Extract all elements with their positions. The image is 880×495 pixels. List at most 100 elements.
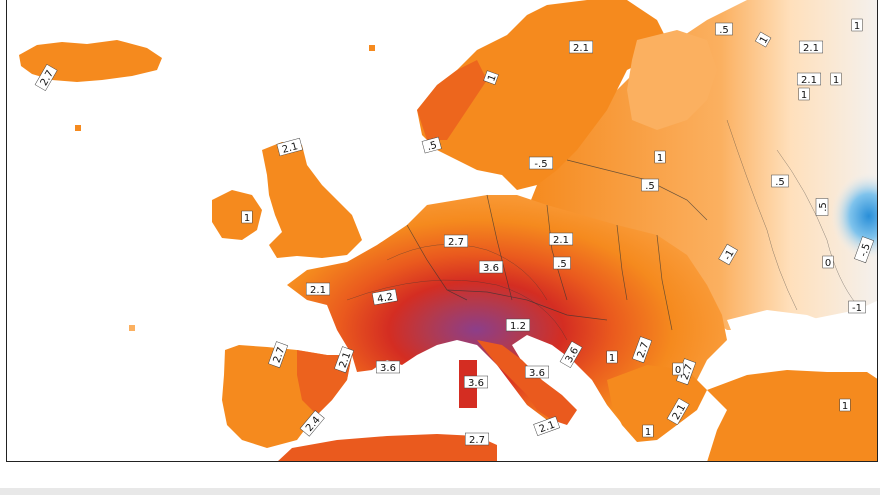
contour-label: 1 (830, 72, 842, 86)
contour-label: -.5 (854, 236, 875, 264)
contour-label: 2.7 (268, 341, 289, 369)
contour-label: 0 (822, 255, 834, 269)
contour-label: -.5 (529, 156, 553, 170)
grid-cell (369, 45, 375, 51)
svg-text:2.7: 2.7 (272, 346, 288, 365)
svg-text:3.6: 3.6 (380, 363, 396, 374)
finland-land (627, 30, 717, 130)
contour-label: 2.7 (676, 358, 697, 386)
italy-land (477, 340, 577, 425)
contour-label: 1 (754, 31, 772, 48)
svg-text:1: 1 (758, 35, 771, 46)
map-canvas: 2.7 2.1 1 .5 1 2.1 1 2.1 1 1 1 .5 .5 .5 0 -.5 -1 -1 .5 -.5 2… (19, 0, 877, 461)
svg-text:2.1: 2.1 (281, 141, 299, 156)
cold-anomaly-zone (707, 120, 877, 320)
contour-label: 2.1 (306, 282, 330, 296)
contour-label: 1 (798, 87, 810, 101)
anatolia-land (707, 370, 877, 461)
svg-text:4.2: 4.2 (376, 292, 394, 306)
svg-text:-.5: -.5 (858, 242, 873, 258)
svg-text:2.1: 2.1 (801, 75, 817, 86)
contour-label: 1 (642, 424, 654, 438)
svg-text:.5: .5 (426, 140, 438, 153)
svg-text:.5: .5 (719, 25, 729, 36)
contour-label: 2.1 (549, 232, 573, 246)
black-sea (727, 310, 867, 368)
svg-text:2.1: 2.1 (338, 351, 354, 370)
scandinavia-west-coast-heat (417, 60, 487, 140)
contour-label: -1 (848, 300, 866, 314)
contour-label: .5 (815, 198, 829, 216)
svg-text:1: 1 (801, 90, 807, 101)
contour-label: 2.1 (334, 346, 355, 374)
svg-text:1: 1 (645, 427, 651, 438)
contour-label: .5 (641, 178, 659, 192)
svg-text:.5: .5 (775, 177, 785, 188)
country-borders (406, 159, 708, 331)
svg-text:1: 1 (486, 73, 499, 83)
contour-label: 3.6 (464, 375, 488, 389)
svg-text:1: 1 (854, 21, 860, 32)
contour-label: 2.7 (632, 336, 653, 364)
bottom-strip (0, 488, 880, 495)
contour-label: 1 (606, 350, 618, 364)
contour-label: 1 (839, 398, 851, 412)
contour-label: 1 (241, 210, 253, 224)
contour-label: 1 (851, 18, 863, 32)
contour-label: 2.1 (276, 137, 303, 157)
contour-label: 2.1 (533, 416, 561, 437)
svg-text:2.1: 2.1 (310, 285, 326, 296)
contour-label: 2.1 (797, 72, 821, 86)
contour-label: .5 (715, 22, 733, 36)
contour-label: 3.6 (376, 360, 400, 374)
svg-text:.5: .5 (818, 202, 829, 212)
contour-label: .5 (421, 136, 442, 154)
svg-text:0: 0 (825, 258, 831, 269)
svg-text:2.1: 2.1 (553, 235, 569, 246)
contour-label: 1 (654, 150, 666, 164)
svg-text:2.7: 2.7 (448, 237, 464, 248)
scandinavia-land (417, 0, 667, 190)
svg-text:2.7: 2.7 (469, 435, 485, 446)
grid-cell (129, 325, 135, 331)
svg-text:-.5: -.5 (534, 159, 547, 170)
svg-text:3.6: 3.6 (483, 263, 499, 274)
balkans-land (607, 365, 707, 442)
contour-label: 2.1 (569, 40, 593, 54)
svg-text:-1: -1 (852, 303, 862, 314)
contour-label: 2.1 (799, 40, 823, 54)
ireland-land (212, 190, 262, 240)
contour-label: 2.7 (465, 432, 489, 446)
contour-label: .5 (771, 174, 789, 188)
contour-label: 3.6 (479, 260, 503, 274)
north-africa-land (278, 434, 497, 461)
contour-label: 3.6 (525, 365, 549, 379)
svg-text:0: 0 (675, 365, 681, 376)
svg-text:1.2: 1.2 (510, 321, 526, 332)
contour-labels: 2.7 2.1 1 .5 1 2.1 1 2.1 1 1 1 .5 .5 .5 0 -.5 -1 -1 .5 -.5 2… (34, 18, 875, 446)
contour-label: 0 (672, 362, 684, 376)
svg-text:-1: -1 (722, 248, 737, 262)
svg-text:2.7: 2.7 (680, 363, 696, 382)
svg-text:1: 1 (609, 353, 615, 364)
svg-text:1: 1 (833, 75, 839, 86)
svg-text:1: 1 (244, 213, 250, 224)
svg-text:3.6: 3.6 (529, 368, 545, 379)
svg-text:3.6: 3.6 (468, 378, 484, 389)
svg-text:.5: .5 (645, 181, 655, 192)
great-britain-land (262, 142, 362, 258)
isotherm-contours (346, 119, 858, 341)
contour-label: 2.7 (444, 234, 468, 248)
contour-label: 1 (483, 70, 499, 85)
contour-label: -1 (718, 243, 738, 266)
svg-text:2.1: 2.1 (573, 43, 589, 54)
temperature-anomaly-map: 2.7 2.1 1 .5 1 2.1 1 2.1 1 1 1 .5 .5 .5 0 -.5 -1 -1 .5 -.5 2… (6, 0, 878, 462)
contour-label: 4.2 (371, 288, 398, 306)
contour-label: 1.2 (506, 318, 530, 332)
svg-text:1: 1 (842, 401, 848, 412)
svg-text:2.1: 2.1 (803, 43, 819, 54)
grid-cell (75, 125, 81, 131)
svg-text:2.1: 2.1 (538, 420, 557, 436)
svg-text:1: 1 (657, 153, 663, 164)
contour-label: .5 (553, 256, 571, 270)
